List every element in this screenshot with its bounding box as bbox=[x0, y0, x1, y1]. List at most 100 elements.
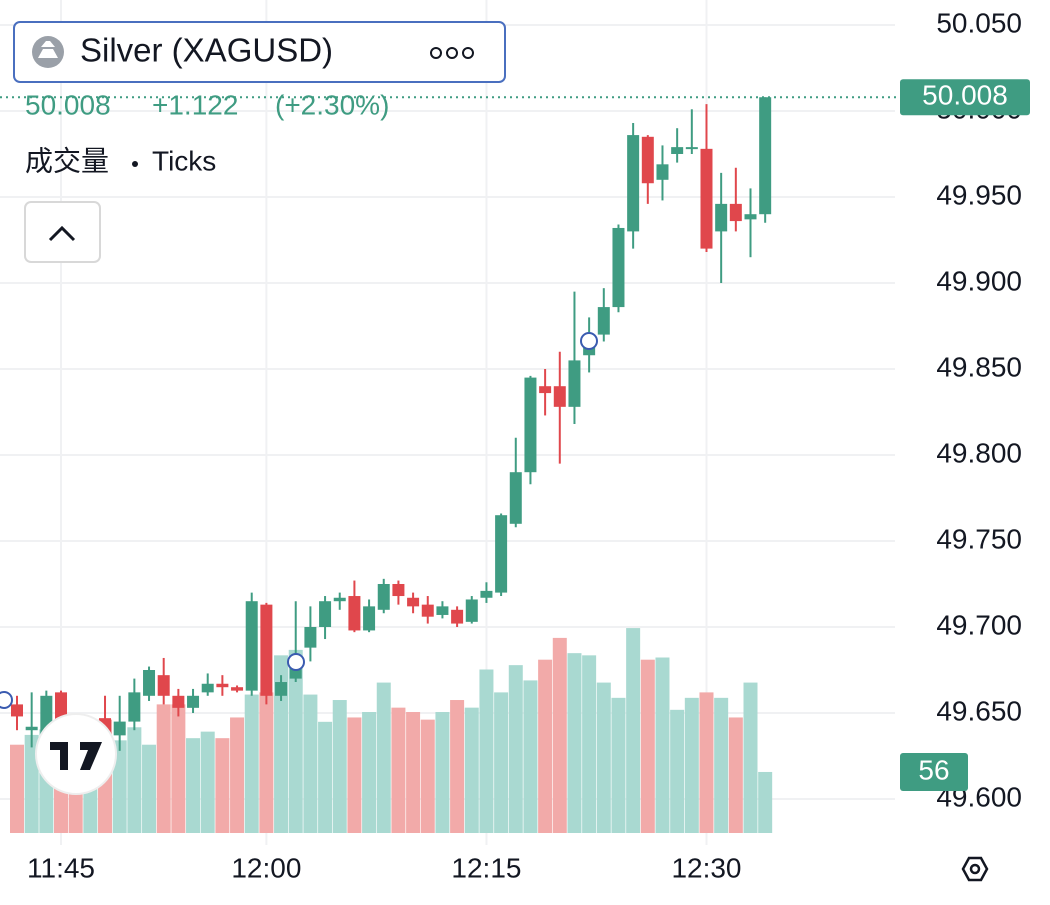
y-tick-label: 49.700 bbox=[936, 609, 1022, 640]
more-button[interactable] bbox=[430, 47, 474, 59]
volume-bar bbox=[156, 704, 171, 833]
volume-bar bbox=[699, 692, 714, 833]
y-tick-label: 49.900 bbox=[936, 265, 1022, 296]
volume-bar bbox=[215, 738, 230, 833]
candle-body bbox=[597, 307, 610, 335]
candle-body bbox=[216, 683, 229, 688]
candle-body bbox=[553, 386, 566, 407]
collapse-button[interactable] bbox=[24, 201, 101, 263]
volume-label: 成交量 bbox=[25, 145, 109, 176]
volume-bar bbox=[288, 649, 303, 833]
candle-body bbox=[480, 590, 493, 598]
x-tick-label: 12:15 bbox=[451, 852, 521, 883]
x-tick-label: 12:00 bbox=[231, 852, 301, 883]
candle-body bbox=[231, 687, 244, 691]
volume-bar bbox=[596, 682, 611, 833]
y-tick-label: 49.750 bbox=[936, 523, 1022, 554]
volume-bar bbox=[112, 740, 127, 833]
volume-bar bbox=[171, 704, 186, 833]
volume-bar bbox=[142, 744, 157, 833]
candle-body bbox=[436, 606, 449, 615]
candle-body bbox=[201, 683, 214, 693]
volume-bar bbox=[24, 734, 39, 833]
candle-body bbox=[260, 604, 273, 696]
candle-body bbox=[509, 472, 522, 524]
volume-bar bbox=[626, 628, 641, 833]
candle-body bbox=[304, 627, 317, 648]
event-marker[interactable] bbox=[580, 332, 598, 350]
candle-body bbox=[495, 515, 508, 593]
candle-body bbox=[333, 597, 346, 602]
volume-bar bbox=[376, 682, 391, 833]
candle-body bbox=[729, 203, 742, 222]
candle-body bbox=[641, 136, 654, 184]
candle-body bbox=[363, 606, 376, 631]
settings-icon bbox=[969, 863, 981, 875]
volume-bar bbox=[538, 659, 553, 833]
volume-bar bbox=[420, 719, 435, 833]
candle-body bbox=[524, 377, 537, 473]
volume-bar bbox=[274, 655, 289, 833]
volume-bar bbox=[332, 700, 347, 833]
volume-bar bbox=[10, 744, 24, 833]
candle-body bbox=[377, 584, 390, 610]
symbol-box[interactable] bbox=[13, 21, 506, 83]
y-tick-label: 50.050 bbox=[936, 7, 1022, 38]
candle-body bbox=[275, 682, 288, 696]
volume-bar bbox=[758, 771, 773, 833]
price: 50.008 bbox=[25, 89, 111, 120]
candle-body bbox=[715, 203, 728, 232]
event-marker[interactable] bbox=[287, 653, 305, 671]
candle-body bbox=[187, 695, 200, 708]
volume-bar bbox=[523, 680, 538, 833]
settings-button[interactable] bbox=[961, 856, 989, 882]
y-tick-label: 49.800 bbox=[936, 437, 1022, 468]
volume-bar bbox=[391, 707, 406, 833]
volume-bar bbox=[450, 700, 465, 833]
collapse-chevron bbox=[48, 225, 76, 242]
volume-bar bbox=[611, 697, 626, 833]
candle-body bbox=[671, 147, 684, 154]
volume-bar bbox=[200, 731, 215, 833]
candle-body bbox=[465, 599, 478, 622]
volume-bar bbox=[318, 721, 333, 833]
candle-body bbox=[25, 726, 38, 731]
volume-bar bbox=[435, 712, 450, 833]
candle-body bbox=[612, 227, 625, 308]
symbol-icon-glyph bbox=[38, 41, 58, 58]
candle-body bbox=[656, 164, 669, 180]
last-price-tag bbox=[900, 79, 1030, 116]
volume-bar bbox=[655, 657, 670, 833]
logo[interactable] bbox=[35, 713, 117, 795]
candle-body bbox=[128, 692, 141, 722]
volume-bar bbox=[582, 655, 597, 833]
volume-bar bbox=[684, 697, 699, 833]
change: +1.122 bbox=[152, 89, 238, 120]
volume-bar bbox=[640, 659, 655, 833]
volume-bar bbox=[244, 694, 259, 833]
candle-body bbox=[143, 670, 156, 696]
last-volume-label: 56 bbox=[918, 754, 949, 785]
volume-bar bbox=[259, 692, 274, 833]
volume-bar bbox=[347, 717, 362, 833]
event-marker[interactable] bbox=[0, 691, 13, 709]
y-tick-label: 49.850 bbox=[936, 351, 1022, 382]
candle-body bbox=[744, 214, 757, 220]
symbol-name: Silver (XAGUSD) bbox=[80, 32, 333, 69]
volume-bar bbox=[186, 738, 201, 833]
candle-body bbox=[539, 386, 552, 394]
volume-bar bbox=[714, 697, 729, 833]
candle-body bbox=[392, 584, 405, 597]
x-tick-label: 12:30 bbox=[671, 852, 741, 883]
candle-body bbox=[348, 596, 361, 631]
change-pct: (+2.30%) bbox=[275, 89, 389, 120]
candle-body bbox=[421, 604, 434, 617]
candle-body bbox=[172, 695, 185, 708]
volume-bar bbox=[406, 712, 421, 833]
volume-bar bbox=[230, 717, 245, 833]
volume-bar bbox=[567, 653, 582, 833]
candle-body bbox=[245, 601, 258, 691]
separator-dot bbox=[132, 161, 138, 167]
last-volume-tag bbox=[900, 752, 968, 791]
